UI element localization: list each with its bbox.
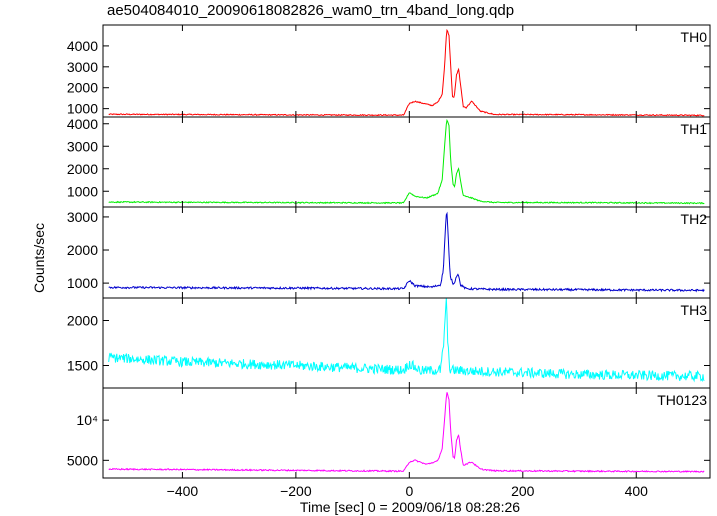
y-tick-label-TH0: 1000: [67, 101, 98, 117]
y-tick-label-TH1: 2000: [67, 161, 98, 177]
y-tick-label-TH0123: 5000: [67, 452, 98, 468]
series-line-TH0: [108, 28, 705, 117]
y-tick-label-TH1: 1000: [67, 183, 98, 199]
panel-label-TH3: TH3: [681, 302, 708, 318]
panel-frame-TH0123: [102, 387, 711, 479]
series-line-TH3: [108, 297, 705, 383]
y-axis-title: Counts/sec: [31, 223, 47, 293]
y-tick-label-TH0: 4000: [67, 38, 98, 54]
y-tick-label-TH0123: 10⁴: [76, 412, 98, 428]
x-tick-label: −400: [167, 483, 199, 499]
x-tick-label: 400: [625, 483, 649, 499]
x-tick-label: −200: [280, 483, 312, 499]
x-axis-title: Time [sec] 0 = 2009/06/18 08:28:26: [300, 499, 520, 515]
y-tick-label-TH2: 1000: [67, 275, 98, 291]
y-tick-label-TH2: 3000: [67, 209, 98, 225]
panel-label-TH0: TH0: [681, 29, 708, 45]
series-line-TH1: [108, 118, 705, 205]
x-tick-label: 200: [511, 483, 535, 499]
y-tick-label-TH3: 1500: [67, 358, 98, 374]
x-tick-label: 0: [405, 483, 413, 499]
y-tick-label-TH0: 3000: [67, 59, 98, 75]
y-tick-label-TH1: 3000: [67, 138, 98, 154]
panel-frame-TH1: [102, 116, 711, 208]
series-line-TH2: [108, 211, 705, 293]
panel-label-TH2: TH2: [681, 211, 708, 227]
series-line-TH0123: [108, 392, 705, 473]
panel-label-TH1: TH1: [681, 121, 708, 137]
chart-title: ae504084010_20090618082826_wam0_trn_4ban…: [107, 2, 515, 19]
panel-frame-TH0: [102, 24, 711, 118]
y-tick-label-TH2: 2000: [67, 242, 98, 258]
y-tick-label-TH0: 2000: [67, 80, 98, 96]
y-tick-label-TH1: 4000: [67, 116, 98, 132]
y-tick-label-TH3: 2000: [67, 313, 98, 329]
panel-label-TH0123: TH0123: [657, 392, 707, 408]
